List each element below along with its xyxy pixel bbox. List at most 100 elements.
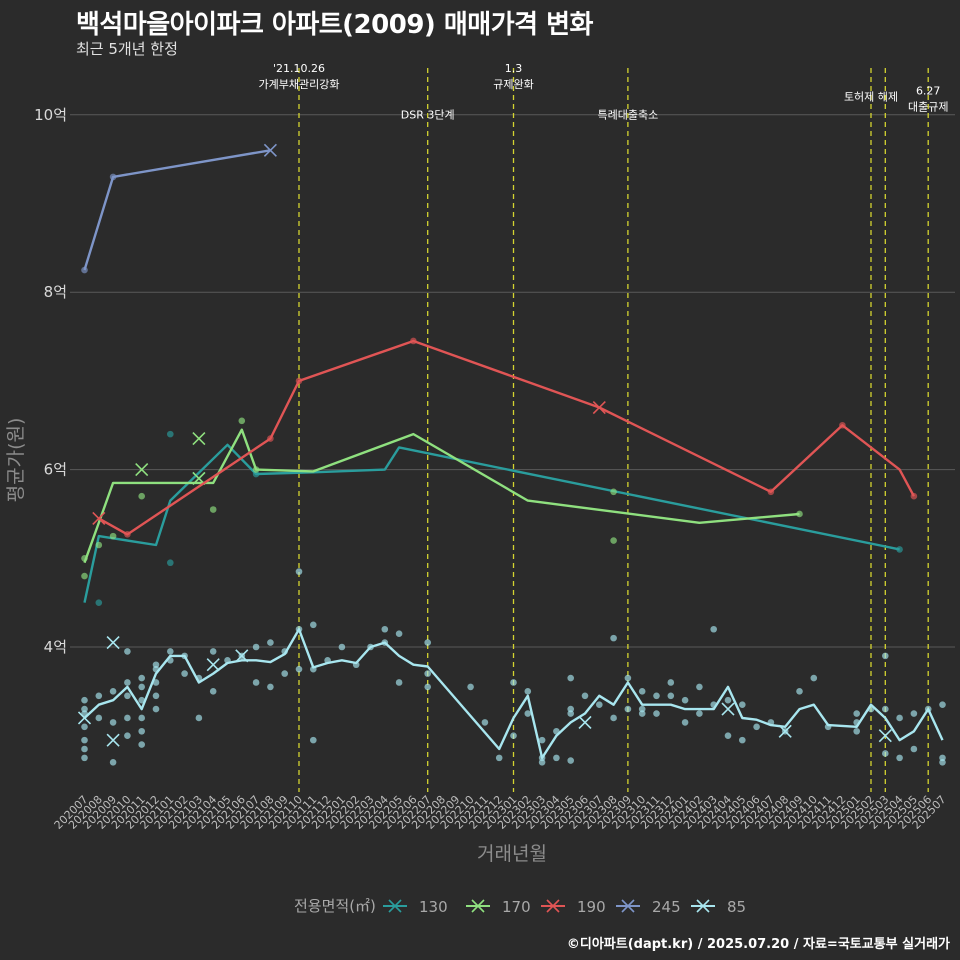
data-point <box>610 714 617 722</box>
y-tick-label: 4억 <box>44 638 67 656</box>
data-point <box>181 670 188 677</box>
data-point <box>724 732 732 739</box>
data-point <box>238 417 246 425</box>
data-point <box>95 714 103 722</box>
cross-marker <box>578 715 592 729</box>
data-point <box>882 652 889 660</box>
cross-marker <box>135 463 149 477</box>
data-point <box>124 732 131 739</box>
data-point <box>109 532 117 540</box>
event-label: 특례대출축소 <box>598 108 659 121</box>
data-point <box>567 674 574 682</box>
legend-swatch-cross <box>471 899 485 913</box>
cross-marker <box>92 511 106 525</box>
data-point <box>739 701 746 708</box>
data-point <box>610 488 617 496</box>
data-point <box>138 683 145 691</box>
data-point <box>567 757 574 764</box>
legend-label: 130 <box>419 898 448 916</box>
y-tick-label: 6억 <box>44 461 67 479</box>
legend-swatch-cross <box>388 899 402 913</box>
data-point <box>882 750 889 757</box>
data-point <box>424 639 432 646</box>
data-point <box>495 754 503 762</box>
source-caption: ©디아파트(dapt.kr) / 2025.07.20 / 자료=국토교통부 실… <box>566 937 950 952</box>
data-point <box>81 696 88 704</box>
cross-marker <box>235 649 249 663</box>
data-point <box>124 692 131 700</box>
data-point <box>138 727 145 735</box>
data-point <box>581 692 589 700</box>
legend: 전용면적(㎡) 130 170 190 245 85 <box>294 897 746 916</box>
data-point <box>467 683 474 691</box>
data-point <box>95 692 103 700</box>
series-line <box>83 443 900 603</box>
legend-label: 170 <box>502 898 531 916</box>
data-point <box>538 736 546 744</box>
data-point <box>338 643 346 651</box>
data-point <box>681 696 689 704</box>
data-point <box>209 648 217 655</box>
data-point <box>167 559 174 567</box>
legend-item-130: 130 <box>383 898 448 916</box>
data-point <box>896 546 903 553</box>
data-point <box>395 679 403 686</box>
data-point <box>710 625 717 633</box>
data-point <box>653 710 660 717</box>
data-point <box>395 630 403 637</box>
legend-label: 85 <box>727 898 746 916</box>
data-point <box>610 634 617 642</box>
data-point <box>138 714 145 722</box>
cross-marker <box>192 431 206 446</box>
legend-item-245: 245 <box>616 898 681 916</box>
data-point <box>138 492 145 500</box>
data-point <box>81 572 88 580</box>
data-point <box>638 688 646 695</box>
series-line <box>83 428 800 564</box>
data-point <box>81 736 88 744</box>
cross-marker <box>878 729 892 743</box>
event-label: 규제완화 <box>493 78 533 91</box>
cross-marker <box>77 711 92 725</box>
legend-item-170: 170 <box>466 898 531 916</box>
data-point <box>152 692 160 700</box>
data-point <box>653 692 660 700</box>
data-point <box>596 701 603 708</box>
data-point <box>896 714 903 722</box>
cross-marker <box>263 143 277 157</box>
series-line <box>83 149 271 271</box>
cross-marker <box>721 702 735 716</box>
x-axis-title: 거래년월 <box>477 843 547 865</box>
y-axis-title: 평균가(원) <box>5 418 27 503</box>
data-point <box>295 568 303 575</box>
data-point <box>567 710 574 717</box>
data-point <box>252 679 260 686</box>
series-line <box>83 628 944 760</box>
event-label: 가계부채관리강화 <box>259 78 340 91</box>
data-point <box>267 639 274 646</box>
data-point <box>95 541 103 549</box>
data-point <box>295 665 303 673</box>
data-point <box>81 754 88 762</box>
data-point <box>681 719 689 726</box>
data-point <box>624 705 632 713</box>
series-170 <box>81 417 803 580</box>
event-label: 토허제 해제 <box>844 90 898 104</box>
data-point <box>882 705 889 713</box>
data-point <box>696 683 703 691</box>
data-point <box>910 710 918 717</box>
data-point <box>739 736 746 744</box>
data-point <box>524 710 532 717</box>
data-point <box>152 705 160 713</box>
series-130 <box>83 430 903 606</box>
data-point <box>524 688 532 695</box>
y-tick-label: 8억 <box>44 283 67 301</box>
data-point <box>939 701 946 708</box>
legend-swatch-cross <box>696 899 710 913</box>
data-point <box>310 736 317 744</box>
cross-marker <box>206 658 220 672</box>
data-point <box>853 710 860 717</box>
legend-label: 245 <box>652 898 681 916</box>
data-point <box>510 732 517 739</box>
